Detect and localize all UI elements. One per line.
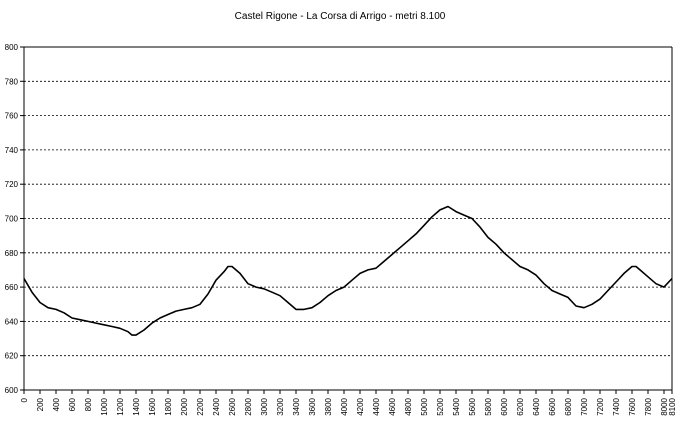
x-tick-label: 2600 <box>228 397 237 415</box>
y-tick-label: 760 <box>5 112 19 121</box>
y-tick-label: 800 <box>5 43 19 52</box>
x-tick-label: 1200 <box>116 397 125 415</box>
x-tick-label: 6200 <box>516 397 525 415</box>
x-tick-label: 1800 <box>164 397 173 415</box>
chart-title: Castel Rigone - La Corsa di Arrigo - met… <box>235 11 446 22</box>
x-tick-label: 1000 <box>100 397 109 415</box>
elevation-series-line <box>23 205 673 336</box>
x-tick-label: 4800 <box>404 397 413 415</box>
x-tick-label: 3600 <box>308 397 317 415</box>
y-tick-label: 780 <box>5 77 19 86</box>
x-tick-label: 1400 <box>132 397 141 415</box>
series-layer <box>23 205 673 336</box>
x-tick-label: 600 <box>68 397 77 411</box>
x-tick-label: 4000 <box>340 397 349 415</box>
x-tick-label: 2000 <box>180 397 189 415</box>
y-tick-label: 600 <box>5 386 19 395</box>
y-tick-label: 740 <box>5 146 19 155</box>
x-tick-label: 2200 <box>196 397 205 415</box>
y-tick-label: 720 <box>5 180 19 189</box>
x-tick-label: 400 <box>52 397 61 411</box>
x-tick-label: 5200 <box>436 397 445 415</box>
y-tick-label: 640 <box>5 317 19 326</box>
y-tick-label: 660 <box>5 283 19 292</box>
x-tick-label: 6600 <box>548 397 557 415</box>
x-tick-label: 7200 <box>596 397 605 415</box>
x-tick-label: 0 <box>20 397 29 402</box>
y-tick-label: 680 <box>5 249 19 258</box>
x-tick-label: 7000 <box>580 397 589 415</box>
x-tick-label: 800 <box>84 397 93 411</box>
x-tick-label: 6000 <box>500 397 509 415</box>
x-tick-label: 200 <box>36 397 45 411</box>
x-tick-label: 7600 <box>628 397 637 415</box>
x-tick-label: 7800 <box>644 397 653 415</box>
x-tick-label: 2800 <box>244 397 253 415</box>
x-tick-label: 6800 <box>564 397 573 415</box>
x-tick-label: 3400 <box>292 397 301 415</box>
x-tick-label: 3000 <box>260 397 269 415</box>
x-tick-label: 4200 <box>356 397 365 415</box>
x-tick-label: 3800 <box>324 397 333 415</box>
x-tick-label: 8000 <box>660 397 669 415</box>
y-tick-label: 700 <box>5 215 19 224</box>
x-tick-label: 1600 <box>148 397 157 415</box>
grid-layer <box>24 80 672 357</box>
x-tick-label: 7400 <box>612 397 621 415</box>
x-tick-label: 4400 <box>372 397 381 415</box>
y-tick-label: 620 <box>5 352 19 361</box>
x-tick-label: 5600 <box>468 397 477 415</box>
x-tick-label: 3200 <box>276 397 285 415</box>
x-tick-label: 5800 <box>484 397 493 415</box>
x-tick-label: 5400 <box>452 397 461 415</box>
x-tick-label: 6400 <box>532 397 541 415</box>
x-tick-label: 4600 <box>388 397 397 415</box>
x-tick-label: 5000 <box>420 397 429 415</box>
x-tick-label: 8100 <box>668 397 677 415</box>
x-tick-label: 2400 <box>212 397 221 415</box>
